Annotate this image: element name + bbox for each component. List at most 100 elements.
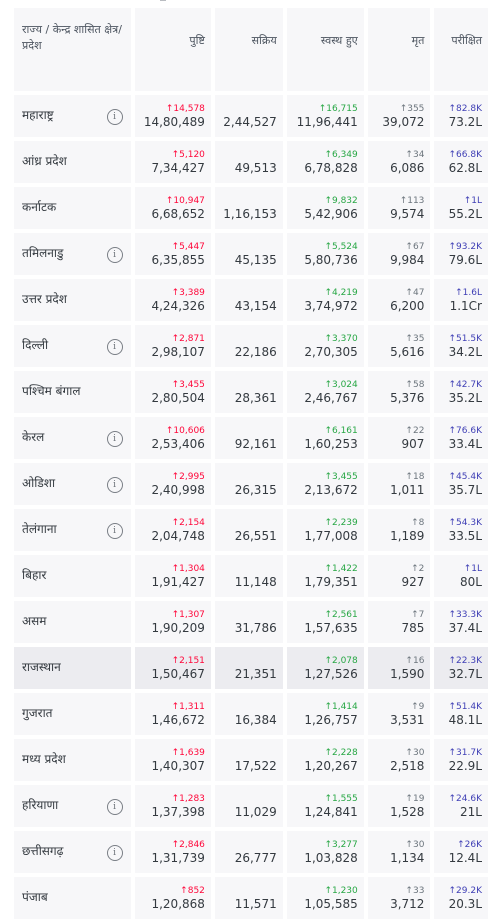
- recovered-delta: ↑9,832: [324, 196, 358, 206]
- recovered-total: 1,79,351: [304, 575, 358, 589]
- state-name-cell[interactable]: कर्नाटक: [14, 187, 131, 229]
- info-icon[interactable]: i: [106, 477, 123, 493]
- table-row[interactable]: उत्तर प्रदेश ↑3,389 4,24,326 43,154 ↑4,219 3…: [14, 279, 488, 321]
- active-cell: 26,551: [214, 509, 283, 551]
- table-row[interactable]: पंजाब ↑852 1,20,868 11,571 ↑1,230 1,05,585 ↑3…: [14, 877, 488, 919]
- deceased-delta: ↑67: [405, 242, 425, 252]
- confirmed-total: 1,50,467: [151, 667, 205, 681]
- info-icon[interactable]: i: [106, 845, 123, 861]
- state-name-cell[interactable]: बिहार: [14, 555, 131, 597]
- state-name-cell[interactable]: असम: [14, 601, 131, 643]
- header-confirmed[interactable]: पुष्टि: [134, 8, 211, 91]
- info-icon[interactable]: i: [106, 247, 123, 263]
- recovered-total: 2,13,672: [304, 483, 358, 497]
- tested-cell: ↑42.7K 35.2L: [434, 371, 488, 413]
- deceased-delta: ↑30: [405, 748, 425, 758]
- confirmed-delta: ↑10,947: [165, 196, 205, 206]
- table-row[interactable]: कर्नाटक ↑10,947 6,68,652 1,16,153 ↑9,832 5,4…: [14, 187, 488, 229]
- table-row[interactable]: हरियाणा i ↑1,283 1,37,398 11,029 ↑1,555 1,24,…: [14, 785, 488, 827]
- table-row[interactable]: महाराष्ट्र i ↑14,578 14,80,489 2,44,527 ↑16,…: [14, 95, 488, 137]
- recovered-total: 1,57,635: [304, 621, 358, 635]
- state-name-cell[interactable]: पंजाब: [14, 877, 131, 919]
- tested-cell: ↑31.7K 22.9L: [434, 739, 488, 781]
- state-name-cell[interactable]: मध्य प्रदेश: [14, 739, 131, 781]
- state-name-cell[interactable]: तेलंगाना i: [14, 509, 131, 551]
- tested-delta: ↑76.6K: [448, 426, 482, 436]
- header-tested[interactable]: परीक्षित: [434, 8, 488, 91]
- deceased-total: 1,189: [390, 529, 425, 543]
- table-row[interactable]: तमिलनाडु i ↑5,447 6,35,855 45,135 ↑5,524 5,80…: [14, 233, 488, 275]
- table-row[interactable]: दिल्ली i ↑2,871 2,98,107 22,186 ↑3,370 2,70,3…: [14, 325, 488, 367]
- confirmed-delta: ↑5,120: [171, 150, 205, 160]
- table-row[interactable]: असम ↑1,307 1,90,209 31,786 ↑2,561 1,57,635 ↑7…: [14, 601, 488, 643]
- active-cell: 16,384: [214, 693, 283, 735]
- state-name: पंजाब: [22, 889, 48, 904]
- active-total: 45,135: [234, 253, 277, 267]
- table-row[interactable]: तेलंगाना i ↑2,154 2,04,748 26,551 ↑2,239 1,77…: [14, 509, 488, 551]
- table-row[interactable]: केरल i ↑10,606 2,53,406 92,161 ↑6,161 1,60,25…: [14, 417, 488, 459]
- info-icon[interactable]: i: [106, 523, 123, 539]
- tested-cell: ↑66.8K 62.8L: [434, 141, 488, 183]
- confirmed-total: 1,91,427: [151, 575, 205, 589]
- header-active[interactable]: सक्रिय: [214, 8, 283, 91]
- table-row[interactable]: बिहार ↑1,304 1,91,427 11,148 ↑1,422 1,79,351…: [14, 555, 488, 597]
- recovered-delta: ↑1,555: [324, 794, 358, 804]
- active-total: 16,384: [234, 713, 277, 727]
- header-state[interactable]: राज्य / केन्द्र शासित क्षेत्र/ प्रदेश: [14, 8, 131, 91]
- info-icon[interactable]: i: [106, 109, 123, 125]
- tested-total: 34.2L: [448, 345, 482, 359]
- state-name-cell[interactable]: महाराष्ट्र i: [14, 95, 131, 137]
- deceased-cell: ↑58 5,376: [367, 371, 431, 413]
- confirmed-cell: ↑5,120 7,34,427: [134, 141, 211, 183]
- header-recovered[interactable]: स्वस्थ हुए: [286, 8, 364, 91]
- recovered-total: 1,27,526: [304, 667, 358, 681]
- state-name-cell[interactable]: ओडिशा i: [14, 463, 131, 505]
- recovered-delta: ↑3,277: [324, 840, 358, 850]
- table-row[interactable]: ओडिशा i ↑2,995 2,40,998 26,315 ↑3,455 2,13,67…: [14, 463, 488, 505]
- deceased-total: 927: [401, 575, 425, 589]
- info-icon[interactable]: i: [106, 431, 123, 447]
- confirmed-delta: ↑1,311: [171, 702, 205, 712]
- confirmed-cell: ↑1,283 1,37,398: [134, 785, 211, 827]
- deceased-total: 3,531: [390, 713, 425, 727]
- header-deceased[interactable]: मृत: [367, 8, 431, 91]
- state-name-cell[interactable]: तमिलनाडु i: [14, 233, 131, 275]
- table-row[interactable]: मध्य प्रदेश ↑1,639 1,40,307 17,522 ↑2,228 1,…: [14, 739, 488, 781]
- recovered-cell: ↑2,228 1,20,267: [286, 739, 364, 781]
- info-icon[interactable]: i: [106, 339, 123, 355]
- state-name-cell[interactable]: छत्तीसगढ़ i: [14, 831, 131, 873]
- deceased-delta: ↑33: [405, 886, 425, 896]
- state-name-cell[interactable]: दिल्ली i: [14, 325, 131, 367]
- state-name-cell[interactable]: उत्तर प्रदेश: [14, 279, 131, 321]
- deceased-total: 5,616: [390, 345, 425, 359]
- tested-total: 79.6L: [448, 253, 482, 267]
- tested-total: 21L: [460, 805, 482, 819]
- recovered-cell: ↑1,422 1,79,351: [286, 555, 364, 597]
- state-name: बिहार: [22, 567, 47, 582]
- deceased-delta: ↑7: [411, 610, 425, 620]
- table-row[interactable]: आंध्र प्रदेश ↑5,120 7,34,427 49,513 ↑6,349 6…: [14, 141, 488, 183]
- state-name-cell[interactable]: राजस्थान: [14, 647, 131, 689]
- state-name-cell[interactable]: गुजरात: [14, 693, 131, 735]
- table-row[interactable]: छत्तीसगढ़ i ↑2,846 1,31,739 26,777 ↑3,277 1,0…: [14, 831, 488, 873]
- state-name-cell[interactable]: आंध्र प्रदेश: [14, 141, 131, 183]
- confirmed-delta: ↑2,995: [171, 472, 205, 482]
- confirmed-total: 1,40,307: [151, 759, 205, 773]
- table-row[interactable]: राजस्थान ↑2,151 1,50,467 21,351 ↑2,078 1,27,…: [14, 647, 488, 689]
- state-name-cell[interactable]: केरल i: [14, 417, 131, 459]
- state-name-cell[interactable]: हरियाणा i: [14, 785, 131, 827]
- tested-cell: ↑93.2K 79.6L: [434, 233, 488, 275]
- state-name-cell[interactable]: पश्चिम बंगाल: [14, 371, 131, 413]
- confirmed-total: 1,37,398: [151, 805, 205, 819]
- table-row[interactable]: गुजरात ↑1,311 1,46,672 16,384 ↑1,414 1,26,75…: [14, 693, 488, 735]
- active-total: 49,513: [234, 161, 277, 175]
- state-table: राज्य / केन्द्र शासित क्षेत्र/ प्रदेश पु…: [10, 4, 492, 923]
- table-row[interactable]: पश्चिम बंगाल ↑3,455 2,80,504 28,361 ↑3,024 2…: [14, 371, 488, 413]
- tested-delta: ↑93.2K: [448, 242, 482, 252]
- tested-cell: ↑24.6K 21L: [434, 785, 488, 827]
- info-icon[interactable]: i: [106, 799, 123, 815]
- confirmed-cell: ↑852 1,20,868: [134, 877, 211, 919]
- tested-cell: ↑1L 80L: [434, 555, 488, 597]
- active-total: 26,777: [234, 851, 277, 865]
- tested-delta: ↑51.5K: [448, 334, 482, 344]
